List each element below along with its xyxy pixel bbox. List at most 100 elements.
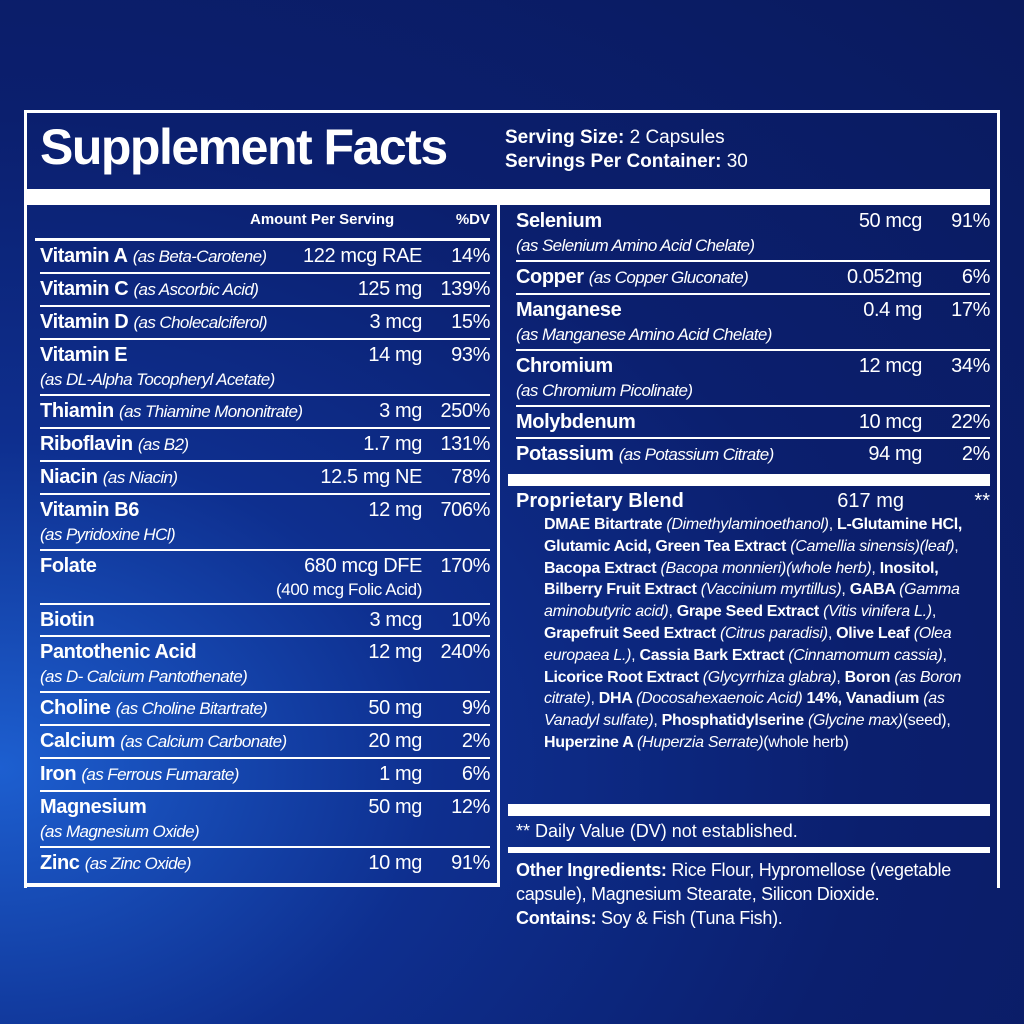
- ingredient-text: (seed),: [902, 712, 955, 730]
- ingredient-text: DMAE Bitartrate: [544, 516, 667, 533]
- nutrient-cell: Pantothenic Acid (as D- Calcium Pantothe…: [40, 639, 368, 689]
- nutrient-row: Potassium (as Potassium Citrate) 94 mg 2%: [516, 439, 990, 470]
- ingredient-text: (Glycyrrhiza glabra): [702, 668, 837, 686]
- nutrient-row: Biotin 3 mcg 10%: [40, 605, 490, 637]
- ingredient-text: ,: [954, 537, 963, 555]
- frame: [24, 110, 1000, 888]
- nutrient-name: Vitamin C: [40, 278, 129, 300]
- amount-cell: 3 mg: [379, 398, 432, 425]
- amount-cell: 3 mcg: [370, 309, 432, 336]
- amount: 10 mcg: [858, 411, 923, 433]
- nutrient-name: Vitamin D: [40, 311, 129, 333]
- daily-value: 15%: [451, 311, 490, 333]
- nutrient-cell: Biotin: [40, 607, 370, 633]
- nutrient-cell: Folate: [40, 553, 276, 601]
- nutrient-name: Vitamin B6: [40, 499, 139, 521]
- amount-cell: 122 mcg RAE: [303, 243, 432, 270]
- ingredient-text: (Huperzia Serrate): [637, 733, 764, 751]
- nutrient-cell: Calcium (as Calcium Carbonate): [40, 728, 368, 755]
- nutrient-name: Zinc: [40, 852, 80, 874]
- thick-rule: [27, 189, 990, 205]
- nutrient-row: Chromium (as Chromium Picolinate) 12 mcg 3…: [516, 351, 990, 407]
- amount-cell: 50 mcg: [859, 208, 932, 258]
- ingredient-text: ,: [942, 646, 951, 664]
- ingredient-text: ,: [827, 624, 837, 642]
- ingredient-text: Huperzine A: [544, 733, 638, 751]
- nutrient-source: (as B2): [137, 435, 189, 454]
- amount: 0.052mg: [846, 266, 922, 288]
- daily-value: 78%: [451, 466, 490, 488]
- nutrient-source: (as Niacin): [102, 468, 178, 487]
- ingredient-text: Olive Leaf: [836, 624, 914, 642]
- nutrient-cell: Choline (as Choline Bitartrate): [40, 695, 368, 722]
- nutrient-cell: Vitamin C (as Ascorbic Acid): [40, 276, 358, 303]
- amount: 3 mcg: [369, 609, 423, 631]
- daily-value: 131%: [440, 433, 490, 455]
- amount: 1.7 mg: [363, 433, 422, 455]
- ingredient-text: (Gamma aminobutyric acid): [544, 581, 964, 621]
- nutrient-cell: Chromium (as Chromium Picolinate): [516, 353, 859, 403]
- dv-header: %DV: [455, 211, 490, 228]
- nutrient-source: (as Chromium Picolinate): [516, 381, 693, 400]
- serving-value: 30: [726, 151, 748, 172]
- nutrient-cell: Copper (as Copper Gluconate): [516, 264, 847, 291]
- nutrient-name: Manganese: [516, 299, 622, 321]
- nutrient-row: Choline (as Choline Bitartrate) 50 mg 9%: [40, 693, 490, 726]
- ingredient-text: (Glycine max): [807, 712, 903, 730]
- ingredient-text: Bacopa Extract: [544, 559, 661, 577]
- nutrient-name: Molybdenum: [516, 411, 636, 433]
- nutrient-name: Niacin: [40, 466, 98, 488]
- nutrient-source: (as Thiamine Mononitrate): [119, 402, 303, 421]
- other-text: Rice Flour, Hypromellose (vegetable caps…: [516, 860, 951, 904]
- nutrient-source: (as Magnesium Oxide): [40, 822, 200, 841]
- nutrient-name: Folate: [40, 555, 97, 577]
- amount: 0.4 mg: [863, 299, 922, 321]
- amount: 3 mcg: [369, 311, 423, 333]
- amount: 12 mcg: [858, 355, 923, 377]
- amount: 680 mcg DFE: [304, 555, 422, 577]
- ingredient-text: Boron: [844, 668, 895, 686]
- amount: 12.5 mg NE: [320, 466, 422, 488]
- nutrient-cell: Vitamin A (as Beta-Carotene): [40, 243, 303, 270]
- nutrient-source: (as Copper Gluconate): [588, 268, 749, 287]
- ingredient-text: ,: [828, 516, 838, 533]
- daily-value: 2%: [461, 730, 491, 752]
- amount-cell: 12.5 mg NE: [320, 464, 432, 491]
- amount-cell: 50 mg: [368, 794, 432, 844]
- amount: 122 mcg RAE: [303, 245, 422, 267]
- amount: 50 mg: [368, 796, 422, 818]
- nutrient-cell: Vitamin E (as DL-Alpha Tocopheryl Acetat…: [40, 342, 368, 392]
- nutrient-name: Copper: [516, 266, 584, 288]
- nutrient-row: Vitamin C (as Ascorbic Acid) 125 mg 139%: [40, 274, 490, 307]
- ingredient-text: (Vaccinium myrtillus): [700, 581, 842, 599]
- ingredient-text: GABA: [849, 581, 900, 599]
- blend-amount: 617 mg: [837, 490, 904, 512]
- nutrient-row: Vitamin E (as DL-Alpha Tocopheryl Acetat…: [40, 340, 490, 396]
- blend-ingredients: DMAE Bitartrate (Dimethylaminoethanol), …: [544, 514, 990, 754]
- ingredient-text: ,: [871, 559, 880, 577]
- amount: 3 mg: [379, 400, 422, 422]
- ingredient-text: ,: [631, 646, 640, 664]
- nutrient-name: Calcium: [40, 730, 116, 752]
- amount-cell: 94 mg: [868, 441, 932, 468]
- daily-value: 14%: [451, 245, 490, 267]
- ingredient-text: ,: [841, 581, 850, 599]
- amount-cell: 1.7 mg: [363, 431, 432, 458]
- ingredient-text: (Docosahexaenoic Acid): [636, 690, 807, 708]
- ingredient-text: (Dimethylaminoethanol): [666, 516, 829, 533]
- nutrient-source: (as Choline Bitartrate): [115, 699, 268, 718]
- nutrient-cell: Zinc (as Zinc Oxide): [40, 850, 368, 877]
- nutrient-cell: Magnesium (as Magnesium Oxide): [40, 794, 368, 844]
- amount: 12 mg: [368, 641, 422, 663]
- ingredient-text: (Vitis vinifera L.): [823, 603, 932, 621]
- ingredient-text: Cassia Bark Extract: [639, 646, 789, 664]
- ingredient-text: (as Vanadyl sulfate): [544, 690, 949, 730]
- nutrient-source: (as Ascorbic Acid): [133, 280, 259, 299]
- serving-label: Serving Size:: [505, 127, 625, 148]
- amount-cell: 680 mcg DFE (400 mcg Folic Acid): [276, 553, 432, 601]
- nutrient-row: Magnesium (as Magnesium Oxide) 50 mg 12%: [40, 792, 490, 848]
- nutrient-cell: Thiamin (as Thiamine Mononitrate): [40, 398, 379, 425]
- nutrient-name: Choline: [40, 697, 111, 719]
- amount-cell: 12 mg: [368, 639, 432, 689]
